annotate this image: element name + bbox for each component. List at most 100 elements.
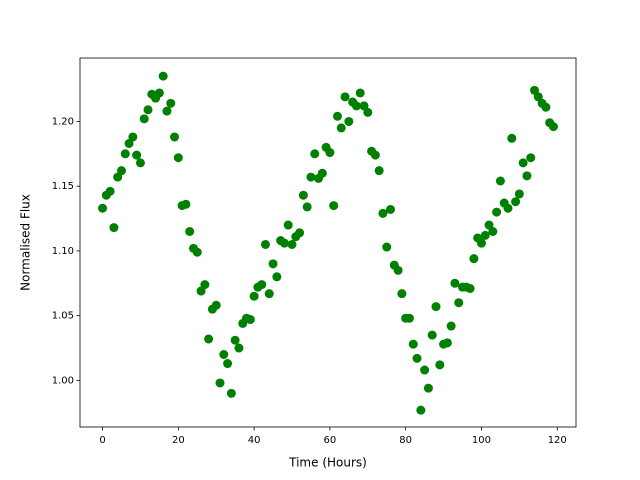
point [511,197,521,207]
point [340,92,350,102]
point [181,199,191,209]
point [98,203,108,213]
point [272,272,282,282]
point [382,242,392,252]
point [185,226,195,236]
point [332,111,342,121]
point [423,383,433,393]
point [204,334,214,344]
y-tick-label: 1.00 [52,375,74,386]
point [162,106,172,116]
point [116,166,126,176]
x-tick-label: 80 [399,435,412,446]
point [427,330,437,340]
point [120,149,130,159]
x-tick-label: 100 [472,435,491,446]
point [412,353,422,363]
point [526,153,536,163]
point [416,405,426,415]
point [135,158,145,168]
point [325,148,335,158]
point [408,339,418,349]
point [355,88,365,98]
point [431,302,441,312]
point [397,289,407,299]
point [507,133,517,143]
point [226,388,236,398]
point [541,102,551,112]
point [363,107,373,117]
y-tick-label: 1.05 [52,311,74,322]
point [245,315,255,325]
x-tick-label: 0 [99,435,105,446]
point [143,105,153,115]
point [219,349,229,359]
point [200,280,210,290]
plot-frame [79,57,577,428]
point [548,122,558,132]
point [128,132,138,142]
y-axis-label: Normalised Flux [19,194,33,291]
point [480,230,490,240]
point [442,338,452,348]
x-tick-label: 120 [548,435,567,446]
point [298,190,308,200]
point [257,280,267,290]
point [260,239,270,249]
point [279,238,289,248]
y-tick-label: 1.20 [52,116,74,127]
point [132,150,142,160]
point [170,132,180,142]
point [336,123,346,133]
point [378,208,388,218]
point [450,278,460,288]
point [306,172,316,182]
x-tick-label: 60 [324,435,337,446]
point [420,365,430,375]
y-tick-label: 1.10 [52,246,74,257]
point [488,226,498,236]
point [503,203,513,213]
y-tick-label: 1.15 [52,181,74,192]
point [310,149,320,159]
point [522,171,532,181]
x-tick-label: 20 [172,435,185,446]
point [249,291,259,301]
point [287,239,297,249]
point [211,300,221,310]
point [223,359,233,369]
point [192,247,202,257]
point [215,378,225,388]
point [264,289,274,299]
point [295,228,305,238]
point [154,88,164,98]
point [173,153,183,163]
point [374,166,384,176]
point [404,313,414,323]
point [495,176,505,186]
point [234,343,244,353]
point [283,220,293,230]
point [105,186,115,196]
point [351,101,361,111]
point [158,71,168,81]
point [302,202,312,212]
point [454,298,464,308]
point [435,360,445,370]
x-axis-label: Time (Hours) [288,456,367,470]
point [386,204,396,214]
point [518,158,528,168]
x-tick-label: 40 [248,435,261,446]
point [492,207,502,217]
point [476,238,486,248]
point [230,335,240,345]
point [514,189,524,199]
point [139,114,149,124]
point [109,223,119,233]
point [446,321,456,331]
point [268,259,278,269]
point [329,201,339,211]
point [465,283,475,293]
